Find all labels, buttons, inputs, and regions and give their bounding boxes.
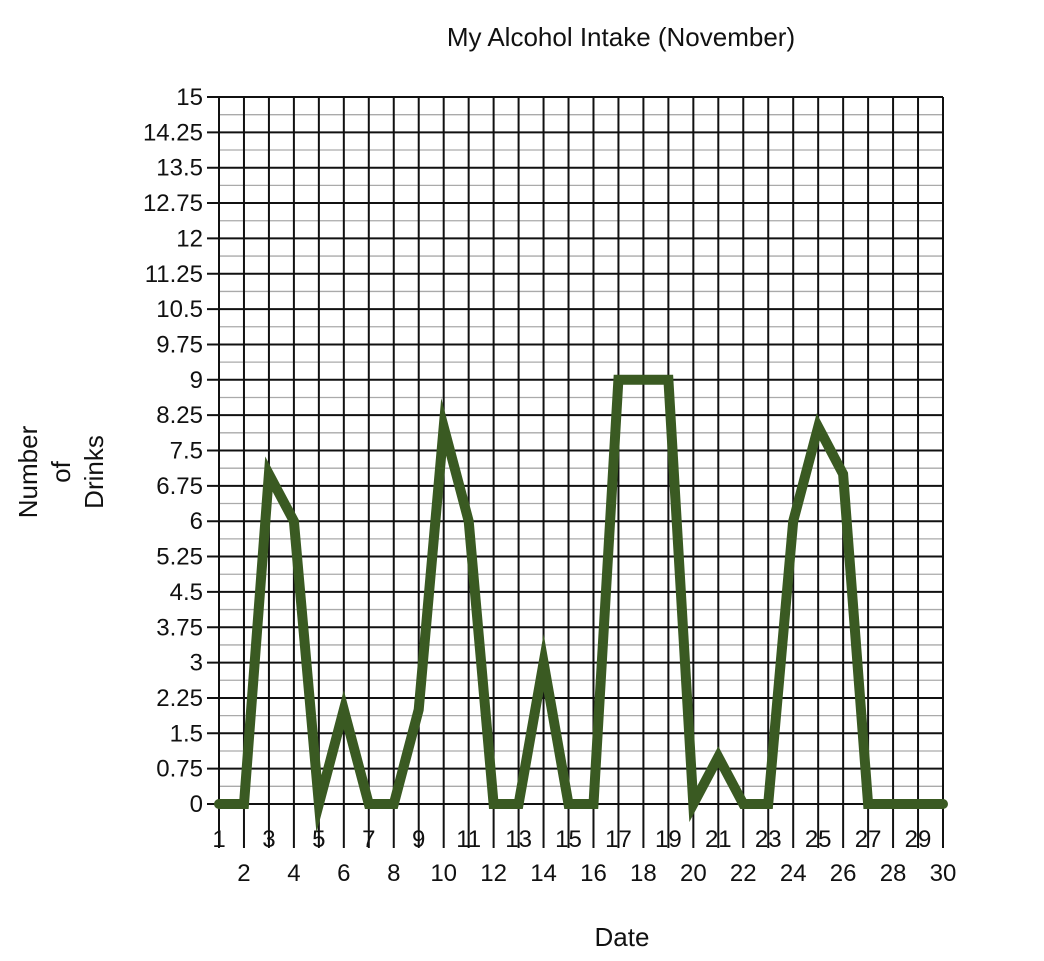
data-point [393, 803, 395, 805]
x-tick-label: 1 [212, 826, 225, 853]
y-tick-label: 3 [190, 650, 203, 677]
y-tick-label: 0 [190, 791, 203, 818]
x-tick-label: 21 [705, 826, 732, 853]
x-tick-label: 18 [630, 860, 657, 887]
data-point [443, 426, 445, 428]
data-point [892, 803, 894, 805]
x-tick-label: 2 [237, 860, 250, 887]
data-point [792, 520, 794, 522]
x-tick-label: 11 [456, 826, 481, 853]
data-point [293, 520, 295, 522]
x-tick-label: 27 [855, 826, 882, 853]
x-tick-label: 26 [830, 860, 857, 887]
y-tick-label: 0.75 [156, 756, 203, 783]
y-tick-label: 14.25 [143, 119, 203, 146]
y-axis-title-line: of [46, 460, 76, 482]
y-tick-label: 12 [176, 225, 203, 252]
y-tick-label: 15 [176, 84, 203, 111]
data-point [692, 803, 694, 805]
x-tick-label: 16 [580, 860, 607, 887]
x-tick-label: 9 [412, 826, 425, 853]
y-axis-title-line: Number [13, 425, 43, 518]
data-point [767, 803, 769, 805]
x-tick-label: 6 [337, 860, 350, 887]
data-point [617, 379, 619, 381]
series-line [214, 374, 948, 833]
series-group [214, 374, 948, 833]
data-point [468, 520, 470, 522]
y-tick-label: 5.25 [156, 544, 203, 571]
x-tick-label: 3 [262, 826, 275, 853]
x-tick-label: 7 [362, 826, 375, 853]
y-axis-ticks: 0 0.75 1.5 2.25 3 3.75 4.5 5.25 6 6.75 7.5 8.25 9 9.7… [143, 84, 203, 818]
x-tick-label: 23 [755, 826, 782, 853]
data-point [842, 473, 844, 475]
y-tick-label: 6 [190, 508, 203, 535]
y-tick-label: 7.5 [170, 438, 203, 465]
x-tick-label: 12 [480, 860, 507, 887]
x-tick-label: 4 [287, 860, 300, 887]
data-point [318, 803, 320, 805]
y-tick-label: 12.75 [143, 190, 203, 217]
y-tick-label: 8.25 [156, 402, 203, 429]
x-tick-label: 22 [730, 860, 757, 887]
data-point [368, 803, 370, 805]
data-point [942, 803, 944, 805]
x-tick-label: 25 [805, 826, 832, 853]
x-tick-label: 5 [312, 826, 325, 853]
data-point [917, 803, 919, 805]
y-axis-title: Number of Drinks [13, 425, 109, 518]
x-tick-label: 19 [655, 826, 682, 853]
y-tick-label: 3.75 [156, 614, 203, 641]
y-axis-title-line: Drinks [79, 435, 109, 509]
y-tick-label: 1.5 [170, 720, 203, 747]
y-tick-label: 13.5 [156, 155, 203, 182]
data-point [343, 709, 345, 711]
y-tick-label: 9.75 [156, 331, 203, 358]
x-tick-label: 24 [780, 860, 807, 887]
data-point [867, 803, 869, 805]
data-point [243, 803, 245, 805]
x-tick-label: 29 [905, 826, 932, 853]
data-point [592, 803, 594, 805]
y-tick-label: 4.5 [170, 579, 203, 606]
data-point [268, 473, 270, 475]
y-tick-label: 11.25 [145, 261, 203, 288]
data-point [518, 803, 520, 805]
y-tick-label: 10.5 [156, 296, 203, 323]
x-tick-label: 28 [880, 860, 907, 887]
x-tick-label: 13 [505, 826, 532, 853]
data-point [493, 803, 495, 805]
data-point [568, 803, 570, 805]
y-tick-label: 9 [190, 367, 203, 394]
x-tick-label: 17 [605, 826, 632, 853]
data-point [642, 379, 644, 381]
data-point [742, 803, 744, 805]
data-point [543, 662, 545, 664]
x-tick-label: 15 [555, 826, 582, 853]
x-tick-label: 8 [387, 860, 400, 887]
x-tick-label: 10 [430, 860, 457, 887]
y-tick-label: 2.25 [156, 685, 203, 712]
data-point [817, 426, 819, 428]
x-tick-label: 20 [680, 860, 707, 887]
minor-gridlines [219, 114, 943, 787]
data-point [218, 803, 220, 805]
data-point [667, 379, 669, 381]
data-point [418, 709, 420, 711]
x-axis-ticks: 1234567891011121314151617181920212223242… [212, 826, 956, 887]
data-point [717, 756, 719, 758]
y-tick-label: 6.75 [156, 473, 203, 500]
x-axis-title: Date [595, 922, 650, 952]
x-tick-label: 30 [930, 860, 957, 887]
x-tick-label: 14 [530, 860, 557, 887]
chart-title: My Alcohol Intake (November) [447, 22, 795, 52]
